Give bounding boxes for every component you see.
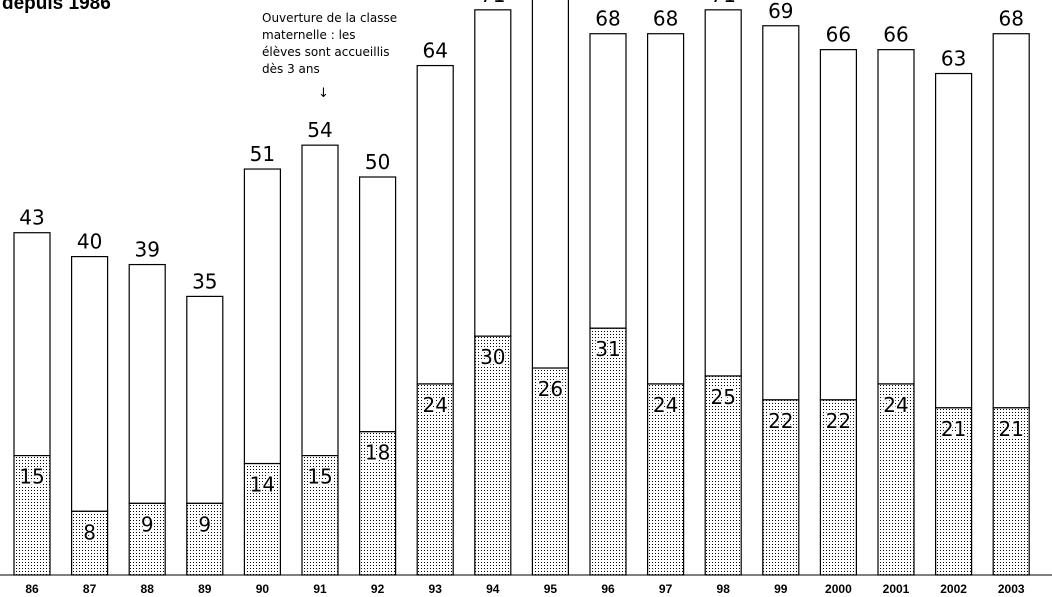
bar-total-label: 51 bbox=[250, 142, 275, 166]
bar-total-segment bbox=[704, 9, 742, 377]
bar-lower-label: 15 bbox=[19, 465, 44, 489]
bar-lower-label: 22 bbox=[826, 409, 851, 433]
x-tick-label: 90 bbox=[256, 582, 270, 596]
bar-total-segment bbox=[243, 168, 281, 465]
bar-total-segment bbox=[474, 9, 512, 337]
bar-lower-label: 15 bbox=[307, 465, 332, 489]
annotation-line: maternelle : les bbox=[262, 28, 356, 42]
bar-total-label: 50 bbox=[365, 150, 390, 174]
annotation-text: Ouverture de la classe maternelle : les … bbox=[262, 10, 402, 78]
bar-lower-segment bbox=[416, 383, 454, 576]
x-tick-label: 96 bbox=[601, 582, 615, 596]
bar-total-label: 35 bbox=[192, 269, 217, 293]
x-tick-label: 2000 bbox=[825, 582, 852, 596]
x-tick-label: 94 bbox=[486, 582, 500, 596]
bar-lower-segment bbox=[762, 399, 800, 576]
bar-lower-segment bbox=[70, 510, 109, 576]
bar-total-segment bbox=[359, 176, 397, 433]
bar-total-segment bbox=[877, 49, 915, 385]
bar-total-label: 71 bbox=[710, 0, 735, 7]
annotation-line: Ouverture de la classe bbox=[262, 11, 398, 25]
bar-total-segment bbox=[416, 64, 454, 385]
x-tick-label: 2003 bbox=[998, 582, 1025, 596]
x-tick-label: 2001 bbox=[883, 582, 910, 596]
bar-lower-segment bbox=[646, 383, 685, 576]
bar-total-label: 39 bbox=[134, 238, 159, 262]
bar-lower-label: 24 bbox=[883, 393, 908, 417]
bar-total-segment bbox=[186, 295, 224, 504]
bar-lower-label: 18 bbox=[365, 441, 390, 465]
x-tick-label: 97 bbox=[659, 582, 673, 596]
bar-lower-label: 21 bbox=[998, 417, 1023, 441]
x-tick-label: 93 bbox=[429, 582, 443, 596]
x-tick-label: 99 bbox=[774, 582, 788, 596]
bar-lower-segment bbox=[13, 455, 51, 576]
annotation-arrow-icon: ↓ bbox=[318, 86, 329, 101]
bar-lower-label: 14 bbox=[250, 473, 275, 497]
bar-total-segment bbox=[992, 33, 1030, 409]
x-tick-label: 98 bbox=[717, 582, 731, 596]
bar-total-segment bbox=[589, 33, 627, 329]
annotation-line: dès 3 ans bbox=[262, 62, 320, 76]
bar-lower-label: 9 bbox=[141, 512, 154, 536]
bar-lower-segment bbox=[877, 383, 915, 576]
x-tick-label: 91 bbox=[313, 582, 327, 596]
bar-total-segment bbox=[301, 144, 339, 457]
bar-lower-segment bbox=[531, 367, 570, 576]
annotation-line: élèves sont accueillis bbox=[262, 45, 390, 59]
bar-total-label: 71 bbox=[480, 0, 505, 7]
bar-lower-segment bbox=[301, 455, 339, 576]
x-tick-label: 89 bbox=[198, 582, 212, 596]
bar-lower-segment bbox=[992, 407, 1030, 576]
bar-total-segment bbox=[819, 49, 858, 401]
bar-lower-label: 21 bbox=[941, 417, 966, 441]
bar-total-label: 68 bbox=[653, 7, 678, 31]
x-tick-label: 95 bbox=[544, 582, 558, 596]
bar-lower-label: 30 bbox=[480, 345, 505, 369]
bar-total-label: 40 bbox=[77, 230, 102, 254]
bar-lower-label: 26 bbox=[538, 377, 563, 401]
bar-total-label: 64 bbox=[422, 39, 447, 63]
bar-total-label: 66 bbox=[826, 23, 851, 47]
bar-total-segment bbox=[128, 263, 166, 504]
bar-lower-segment bbox=[589, 327, 627, 576]
chart-title: depuis 1986 bbox=[2, 0, 111, 14]
bar-lower-segment bbox=[186, 502, 224, 576]
bar-total-label: 68 bbox=[595, 7, 620, 31]
bar-total-segment bbox=[531, 0, 570, 369]
bar-total-label: 66 bbox=[883, 23, 908, 47]
x-tick-label: 88 bbox=[141, 582, 155, 596]
bar-total-label: 43 bbox=[19, 206, 44, 230]
x-tick-label: 86 bbox=[25, 582, 39, 596]
bar-total-label: 63 bbox=[941, 47, 966, 71]
bar-total-label: 69 bbox=[768, 0, 793, 23]
bar-lower-segment bbox=[474, 335, 512, 576]
bar-lower-label: 9 bbox=[198, 512, 211, 536]
bar-lower-label: 25 bbox=[710, 385, 735, 409]
bar-total-segment bbox=[934, 72, 973, 409]
bar-total-segment bbox=[70, 256, 109, 512]
x-tick-label: 2002 bbox=[940, 582, 967, 596]
bar-total-segment bbox=[646, 33, 685, 385]
x-tick-label: 92 bbox=[371, 582, 385, 596]
bar-lower-segment bbox=[934, 407, 973, 576]
bar-lower-label: 8 bbox=[83, 520, 96, 544]
x-tick-label: 87 bbox=[83, 582, 97, 596]
bar-lower-label: 24 bbox=[653, 393, 678, 417]
bar-lower-label: 22 bbox=[768, 409, 793, 433]
bar-total-segment bbox=[762, 25, 800, 401]
bar-total-label: 68 bbox=[998, 7, 1023, 31]
bar-total-segment bbox=[13, 232, 51, 457]
bar-lower-label: 24 bbox=[422, 393, 447, 417]
bar-total-label: 54 bbox=[307, 118, 332, 142]
bar-lower-label: 31 bbox=[595, 337, 620, 361]
